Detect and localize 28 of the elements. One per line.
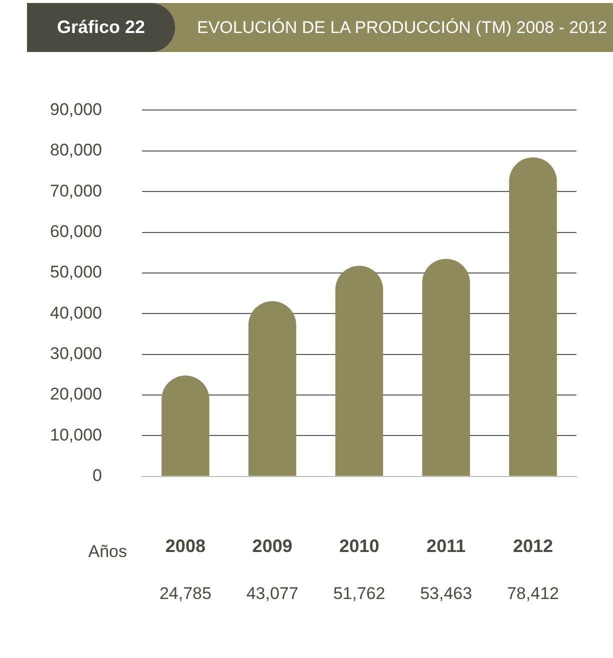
y-tick-label: 80,000 [50,140,102,160]
bar [422,258,470,476]
data-label: 53,463 [420,584,472,604]
y-tick-label: 20,000 [50,384,102,404]
data-label: 78,412 [506,584,559,604]
x-tick-label: 2012 [512,536,553,556]
y-tick-label: 50,000 [50,262,102,282]
y-tick-label: 60,000 [50,222,102,241]
y-tick-label: 90,000 [50,100,102,119]
data-label: 51,762 [333,584,386,604]
chart-title: Gráfico 22 [27,3,175,52]
y-tick-label: 10,000 [50,425,102,444]
x-tick-label: 2009 [252,536,292,556]
chart-subtitle: EVOLUCIÓN DE LA PRODUCCIÓN (TM) 2008 - 2012 [197,17,608,39]
x-axis-title: Años [88,542,127,562]
data-label: 24,785 [159,584,212,604]
y-tick-label: 40,000 [50,303,102,322]
bar [335,266,384,476]
bar [509,157,557,476]
bar [248,301,296,476]
y-tick-label: 70,000 [50,181,102,200]
y-tick-label: 30,000 [50,344,102,364]
y-tick-label: 0 [92,466,102,486]
bar [162,376,210,476]
data-label: 43,077 [246,584,298,604]
x-tick-label: 2008 [165,536,206,556]
x-tick-label: 2010 [339,536,380,556]
x-tick-label: 2011 [426,536,466,556]
